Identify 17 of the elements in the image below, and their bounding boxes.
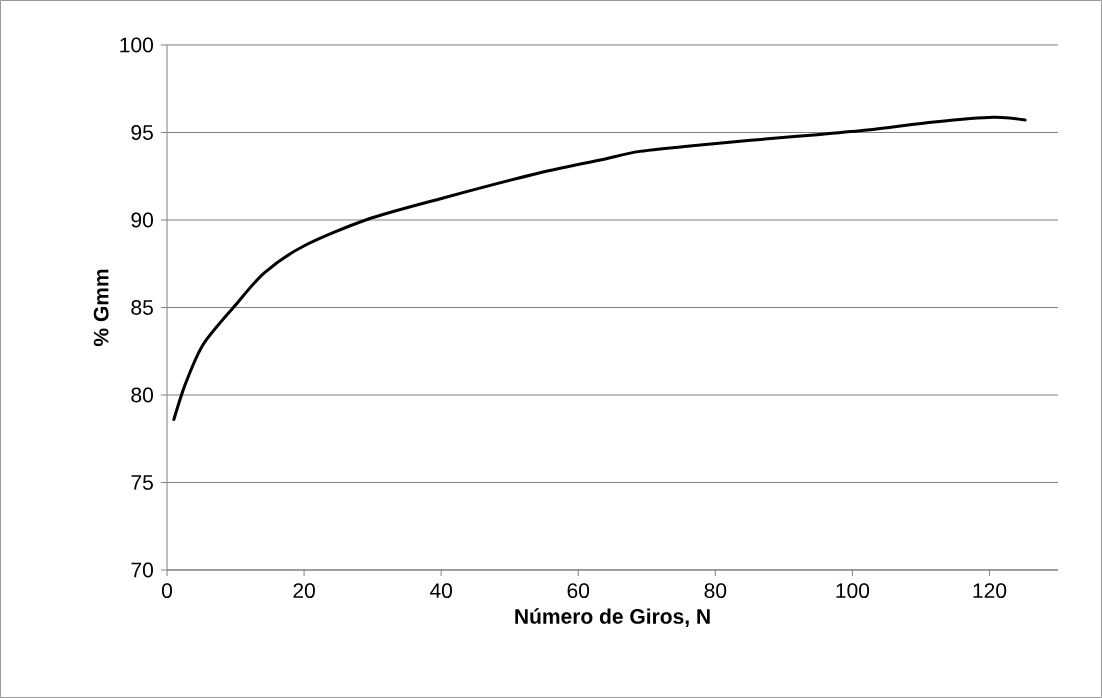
y-axis-title: % Gmm — [93, 269, 109, 347]
x-tick-label: 60 — [567, 583, 590, 599]
y-tick-label: 75 — [131, 475, 153, 490]
y-tick-label: 80 — [131, 387, 153, 403]
y-tick-label: 85 — [131, 300, 153, 315]
y-tick-label: 95 — [131, 125, 153, 140]
y-tick-label: 100 — [120, 37, 153, 53]
x-tick-label: 80 — [704, 583, 727, 599]
x-tick-label: 20 — [293, 583, 315, 599]
x-tick-label: 120 — [973, 583, 1007, 599]
x-axis-title: Número de Giros, N — [515, 608, 710, 627]
line-series — [172, 115, 1027, 421]
y-tick-label: 90 — [131, 212, 153, 228]
y-tick-label: 70 — [131, 562, 153, 578]
x-tick-label: 100 — [836, 583, 870, 599]
x-tick-label: 0 — [162, 583, 173, 599]
x-tick-label: 40 — [429, 583, 453, 599]
